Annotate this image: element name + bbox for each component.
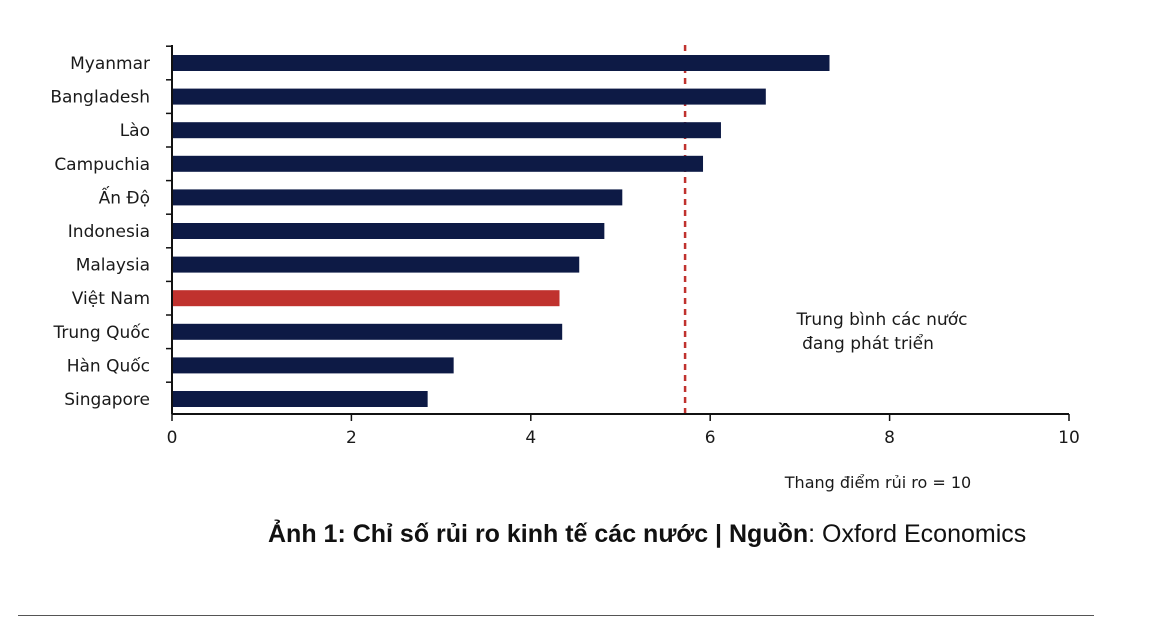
x-tick-label: 8 [884, 428, 895, 448]
caption-separator: : [808, 520, 816, 548]
category-label-indonesia: Indonesia [68, 222, 150, 242]
x-tick-label: 2 [346, 428, 357, 448]
x-tick-label: 4 [525, 428, 536, 448]
bar-indonesia [172, 223, 605, 239]
category-label-an-do: Ấn Độ [99, 184, 150, 208]
bar-lao [172, 122, 721, 139]
category-label-myanmar: Myanmar [70, 54, 150, 74]
bars-group [172, 55, 830, 407]
bar-trung-quoc [172, 323, 563, 340]
x-ticks-group: 0 2 4 6 8 10 [167, 414, 1080, 448]
category-label-han-quoc: Hàn Quốc [67, 355, 150, 376]
category-label-viet-nam: Việt Nam [72, 289, 150, 309]
bar-bangladesh [172, 88, 766, 105]
bar-han-quoc [172, 357, 454, 374]
category-label-bangladesh: Bangladesh [50, 88, 150, 108]
footer-divider [18, 615, 1094, 616]
category-label-malaysia: Malaysia [76, 256, 150, 276]
bar-singapore [172, 391, 428, 407]
bar-malaysia [172, 256, 580, 273]
axes-group [166, 45, 1069, 415]
reference-line-label-line-2: đang phát triển [802, 333, 934, 354]
x-tick-label: 0 [167, 428, 178, 448]
bar-viet-nam [172, 290, 560, 307]
category-labels-group: Myanmar Bangladesh Lào Campuchia Ấn Độ Indone… [50, 54, 150, 410]
reference-line-label-line-1: Trung bình các nước [796, 310, 968, 330]
caption-source: Oxford Economics [815, 520, 1027, 548]
category-label-singapore: Singapore [64, 390, 150, 410]
bar-myanmar [172, 55, 830, 71]
figure-caption: Ảnh 1: Chỉ số rủi ro kinh tế các nước | … [268, 520, 1026, 549]
bar-campuchia [172, 155, 704, 172]
category-label-campuchia: Campuchia [54, 155, 150, 175]
scale-note: Thang điểm rủi ro = 10 [784, 473, 971, 492]
category-label-lao: Lào [120, 121, 150, 141]
caption-prefix: Ảnh 1: Chỉ số rủi ro kinh tế các nước | … [268, 520, 809, 548]
category-label-trung-quoc: Trung Quốc [52, 322, 150, 343]
x-tick-label: 6 [705, 428, 716, 448]
bar-an-do [172, 189, 623, 206]
x-tick-label: 10 [1058, 428, 1080, 448]
